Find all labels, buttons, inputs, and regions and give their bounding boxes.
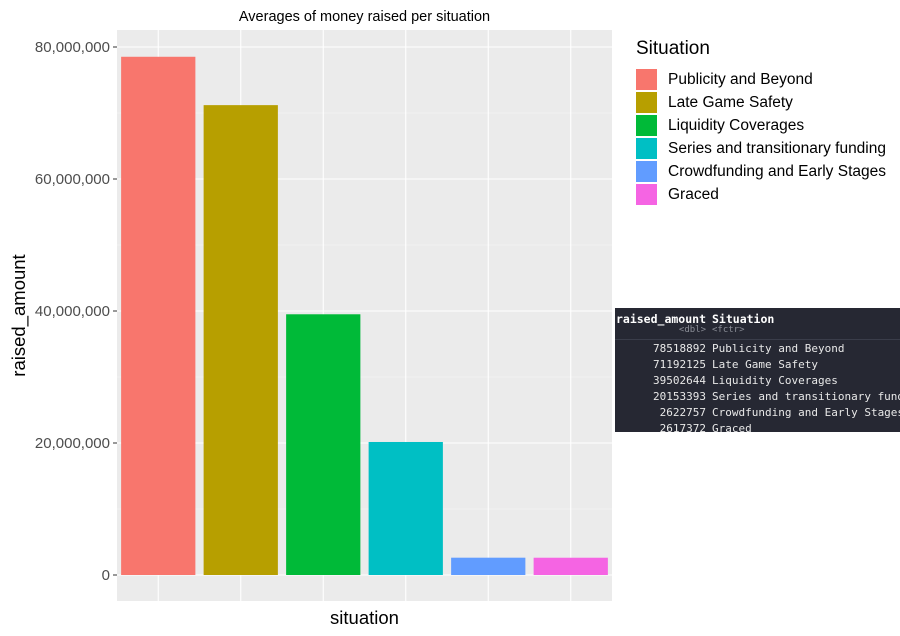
legend-item: Liquidity Coverages	[636, 114, 886, 137]
legend-item: Graced	[636, 183, 886, 206]
cell-situation: Liquidity Coverages	[712, 374, 838, 387]
legend-item: Late Game Safety	[636, 91, 886, 114]
cell-situation: Graced	[712, 422, 752, 432]
data-table: raised_amount <dbl> Situation <fctr> 785…	[615, 308, 900, 432]
column-header-situation: Situation <fctr>	[712, 308, 900, 339]
bar-graced	[533, 557, 608, 575]
cell-raised-amount: 71192125	[653, 358, 706, 371]
legend-label: Late Game Safety	[668, 93, 793, 111]
legend-label: Publicity and Beyond	[668, 70, 813, 88]
table-row: 39502644 Liquidity Coverages	[615, 373, 900, 389]
legend-label: Graced	[668, 185, 719, 203]
y-tick-label: 80,000,000	[35, 39, 110, 56]
cell-raised-amount: 20153393	[653, 390, 706, 403]
y-tick-label: 60,000,000	[35, 171, 110, 188]
legend-label: Crowdfunding and Early Stages	[668, 162, 886, 180]
legend-item: Crowdfunding and Early Stages	[636, 160, 886, 183]
bar-liquidity-coverages	[286, 314, 361, 575]
legend-swatch	[636, 92, 657, 113]
cell-raised-amount: 2622757	[659, 406, 706, 419]
cell-raised-amount: 39502644	[653, 374, 706, 387]
x-axis-label: situation	[330, 607, 399, 628]
cell-situation: Series and transitionary funding	[712, 390, 900, 403]
legend-label: Series and transitionary funding	[668, 139, 886, 157]
bar-crowdfunding-and-early-stages	[451, 557, 526, 575]
cell-situation: Crowdfunding and Early Stages	[712, 406, 900, 419]
y-tick-label: 20,000,000	[35, 435, 110, 452]
legend-swatch	[636, 69, 657, 90]
legend-swatch	[636, 138, 657, 159]
legend-label: Liquidity Coverages	[668, 116, 805, 134]
column-type: <dbl>	[678, 325, 706, 335]
legend-swatch	[636, 184, 657, 205]
chart-title: Averages of money raised per situation	[239, 9, 490, 25]
y-axis-label: raised_amount	[8, 254, 30, 376]
legend-swatch	[636, 161, 657, 182]
bar-late-game-safety	[203, 105, 278, 576]
column-header-raised-amount: raised_amount <dbl>	[615, 308, 712, 339]
cell-raised-amount: 2617372	[659, 422, 706, 432]
bar-publicity-and-beyond	[121, 56, 196, 575]
legend: Situation Publicity and Beyond Late Game …	[636, 38, 886, 206]
table-header: raised_amount <dbl> Situation <fctr>	[615, 308, 900, 340]
y-tick-label: 0	[102, 567, 110, 584]
table-row: 71192125 Late Game Safety	[615, 357, 900, 373]
plot-panel	[117, 30, 612, 601]
bar-series-and-transitionary-funding	[368, 441, 443, 575]
legend-item: Series and transitionary funding	[636, 137, 886, 160]
table-row: 2622757 Crowdfunding and Early Stages	[615, 405, 900, 421]
legend-item: Publicity and Beyond	[636, 68, 886, 91]
column-name: Situation	[712, 312, 775, 326]
column-name: raised_amount	[615, 312, 706, 326]
table-row: 2617372 Graced	[615, 421, 900, 432]
legend-swatch	[636, 115, 657, 136]
table-row: 78518892 Publicity and Beyond	[615, 341, 900, 357]
cell-raised-amount: 78518892	[653, 342, 706, 355]
cell-situation: Publicity and Beyond	[712, 342, 845, 355]
cell-situation: Late Game Safety	[712, 358, 818, 371]
y-tick-label: 40,000,000	[35, 303, 110, 320]
column-type: <fctr>	[712, 325, 745, 335]
legend-title: Situation	[636, 38, 710, 59]
table-row: 20153393 Series and transitionary funding	[615, 389, 900, 405]
